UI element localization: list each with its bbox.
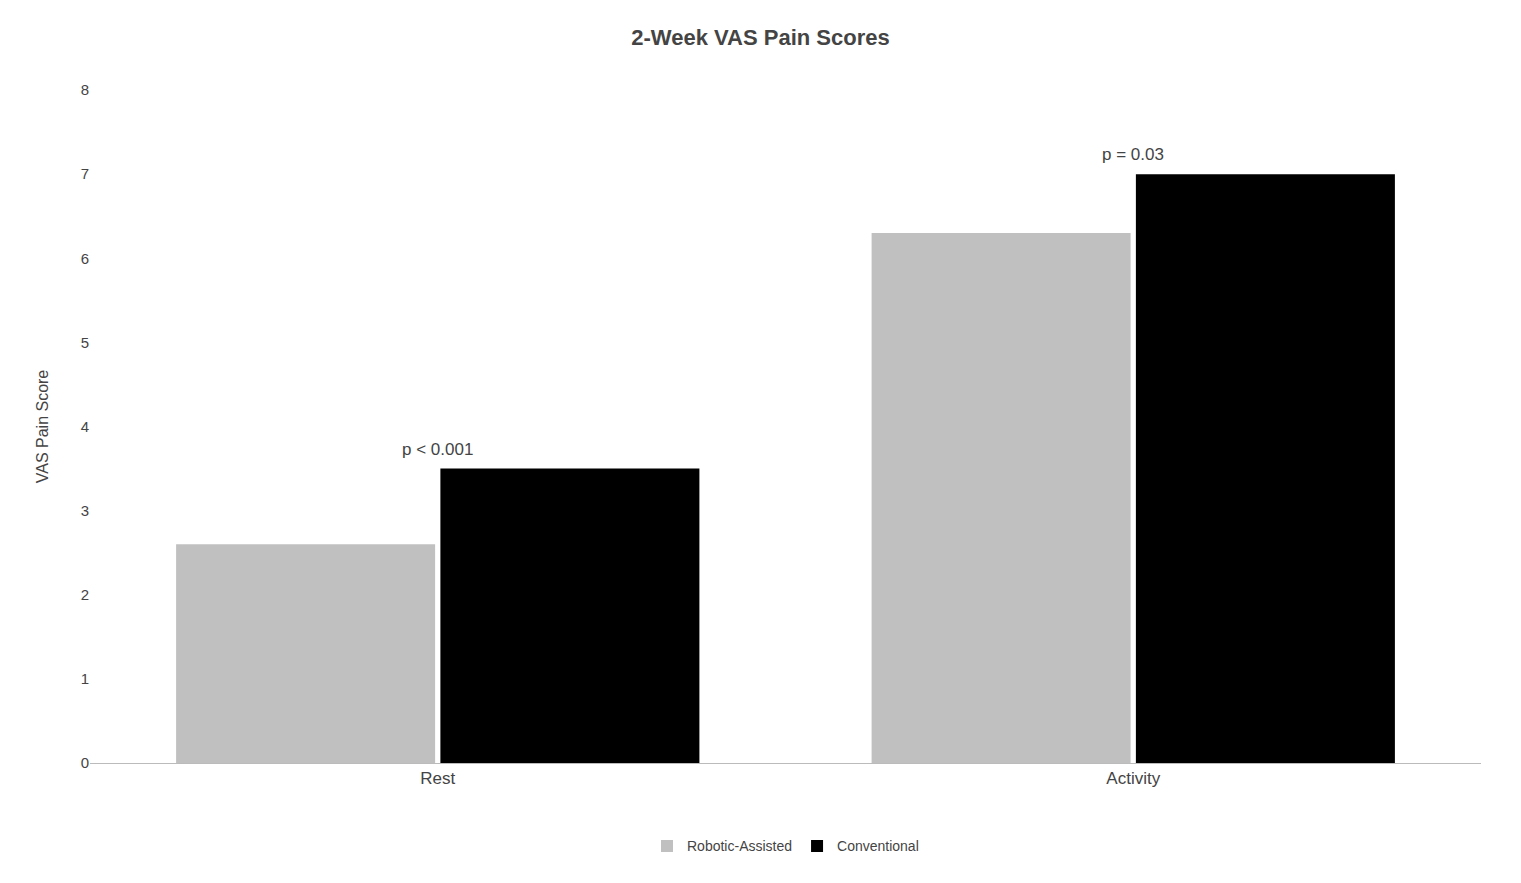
svg-text:2: 2 [81,586,89,603]
svg-text:3: 3 [81,502,89,519]
svg-text:5: 5 [81,334,89,351]
svg-text:4: 4 [81,418,89,435]
svg-text:0: 0 [81,754,89,771]
svg-text:2-Week VAS Pain Scores: 2-Week VAS Pain Scores [631,25,889,50]
svg-text:VAS Pain Score: VAS Pain Score [34,370,51,484]
svg-text:Rest: Rest [420,769,455,788]
svg-text:Robotic-Assisted: Robotic-Assisted [687,838,792,854]
svg-text:p < 0.001: p < 0.001 [402,440,473,459]
svg-text:Activity: Activity [1106,769,1160,788]
svg-text:6: 6 [81,250,89,267]
svg-text:8: 8 [81,81,89,98]
svg-text:1: 1 [81,670,89,687]
svg-text:7: 7 [81,165,89,182]
svg-text:Conventional: Conventional [837,838,919,854]
svg-text:p = 0.03: p = 0.03 [1102,145,1164,164]
